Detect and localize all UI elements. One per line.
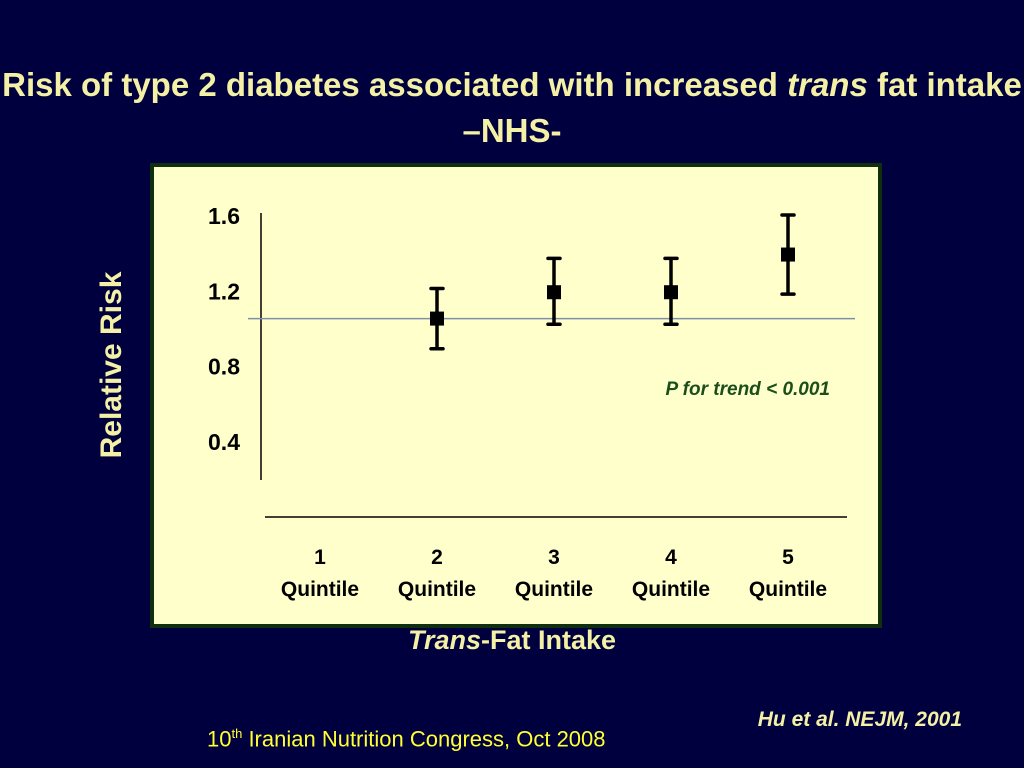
footer-text: 10th Iranian Nutrition Congress, Oct 200… bbox=[207, 726, 606, 752]
trend-annotation: P for trend < 0.001 bbox=[665, 379, 830, 400]
x-tick-number: 5 bbox=[782, 546, 794, 569]
x-tick-label: Quintile bbox=[632, 578, 710, 601]
footer-number: 10 bbox=[207, 726, 232, 752]
title-text-post: fat intake –NHS- bbox=[462, 66, 1022, 149]
title-text-emphasis: trans bbox=[787, 66, 868, 103]
data-point bbox=[430, 311, 444, 326]
data-point bbox=[664, 285, 678, 300]
plot-area bbox=[150, 163, 882, 628]
y-tick-label: 0.8 bbox=[208, 354, 240, 380]
citation: Hu et al. NEJM, 2001 bbox=[757, 708, 962, 731]
x-axis-label-rest: -Fat Intake bbox=[481, 625, 617, 655]
x-tick-label: Quintile bbox=[398, 578, 476, 601]
slide-title: Risk of type 2 diabetes associated with … bbox=[0, 62, 1024, 154]
x-tick-label: Quintile bbox=[749, 578, 827, 601]
x-tick-number: 2 bbox=[431, 546, 443, 569]
y-tick-label: 1.6 bbox=[208, 203, 240, 229]
footer-rest: Iranian Nutrition Congress, Oct 2008 bbox=[242, 726, 606, 752]
y-tick-label: 1.2 bbox=[208, 278, 240, 304]
data-point bbox=[781, 247, 795, 262]
x-tick-number: 4 bbox=[665, 546, 677, 569]
x-axis-label: Trans-Fat Intake bbox=[0, 625, 1024, 656]
x-tick-number: 3 bbox=[548, 546, 560, 569]
x-axis-label-emphasis: Trans bbox=[407, 625, 481, 655]
y-tick-label: 0.4 bbox=[208, 429, 240, 455]
footer-superscript: th bbox=[231, 726, 243, 741]
x-tick-label: Quintile bbox=[515, 578, 593, 601]
x-tick-number: 1 bbox=[314, 546, 326, 569]
title-text-pre: Risk of type 2 diabetes associated with … bbox=[2, 66, 788, 103]
x-tick-label: Quintile bbox=[281, 578, 359, 601]
data-point bbox=[547, 285, 561, 300]
